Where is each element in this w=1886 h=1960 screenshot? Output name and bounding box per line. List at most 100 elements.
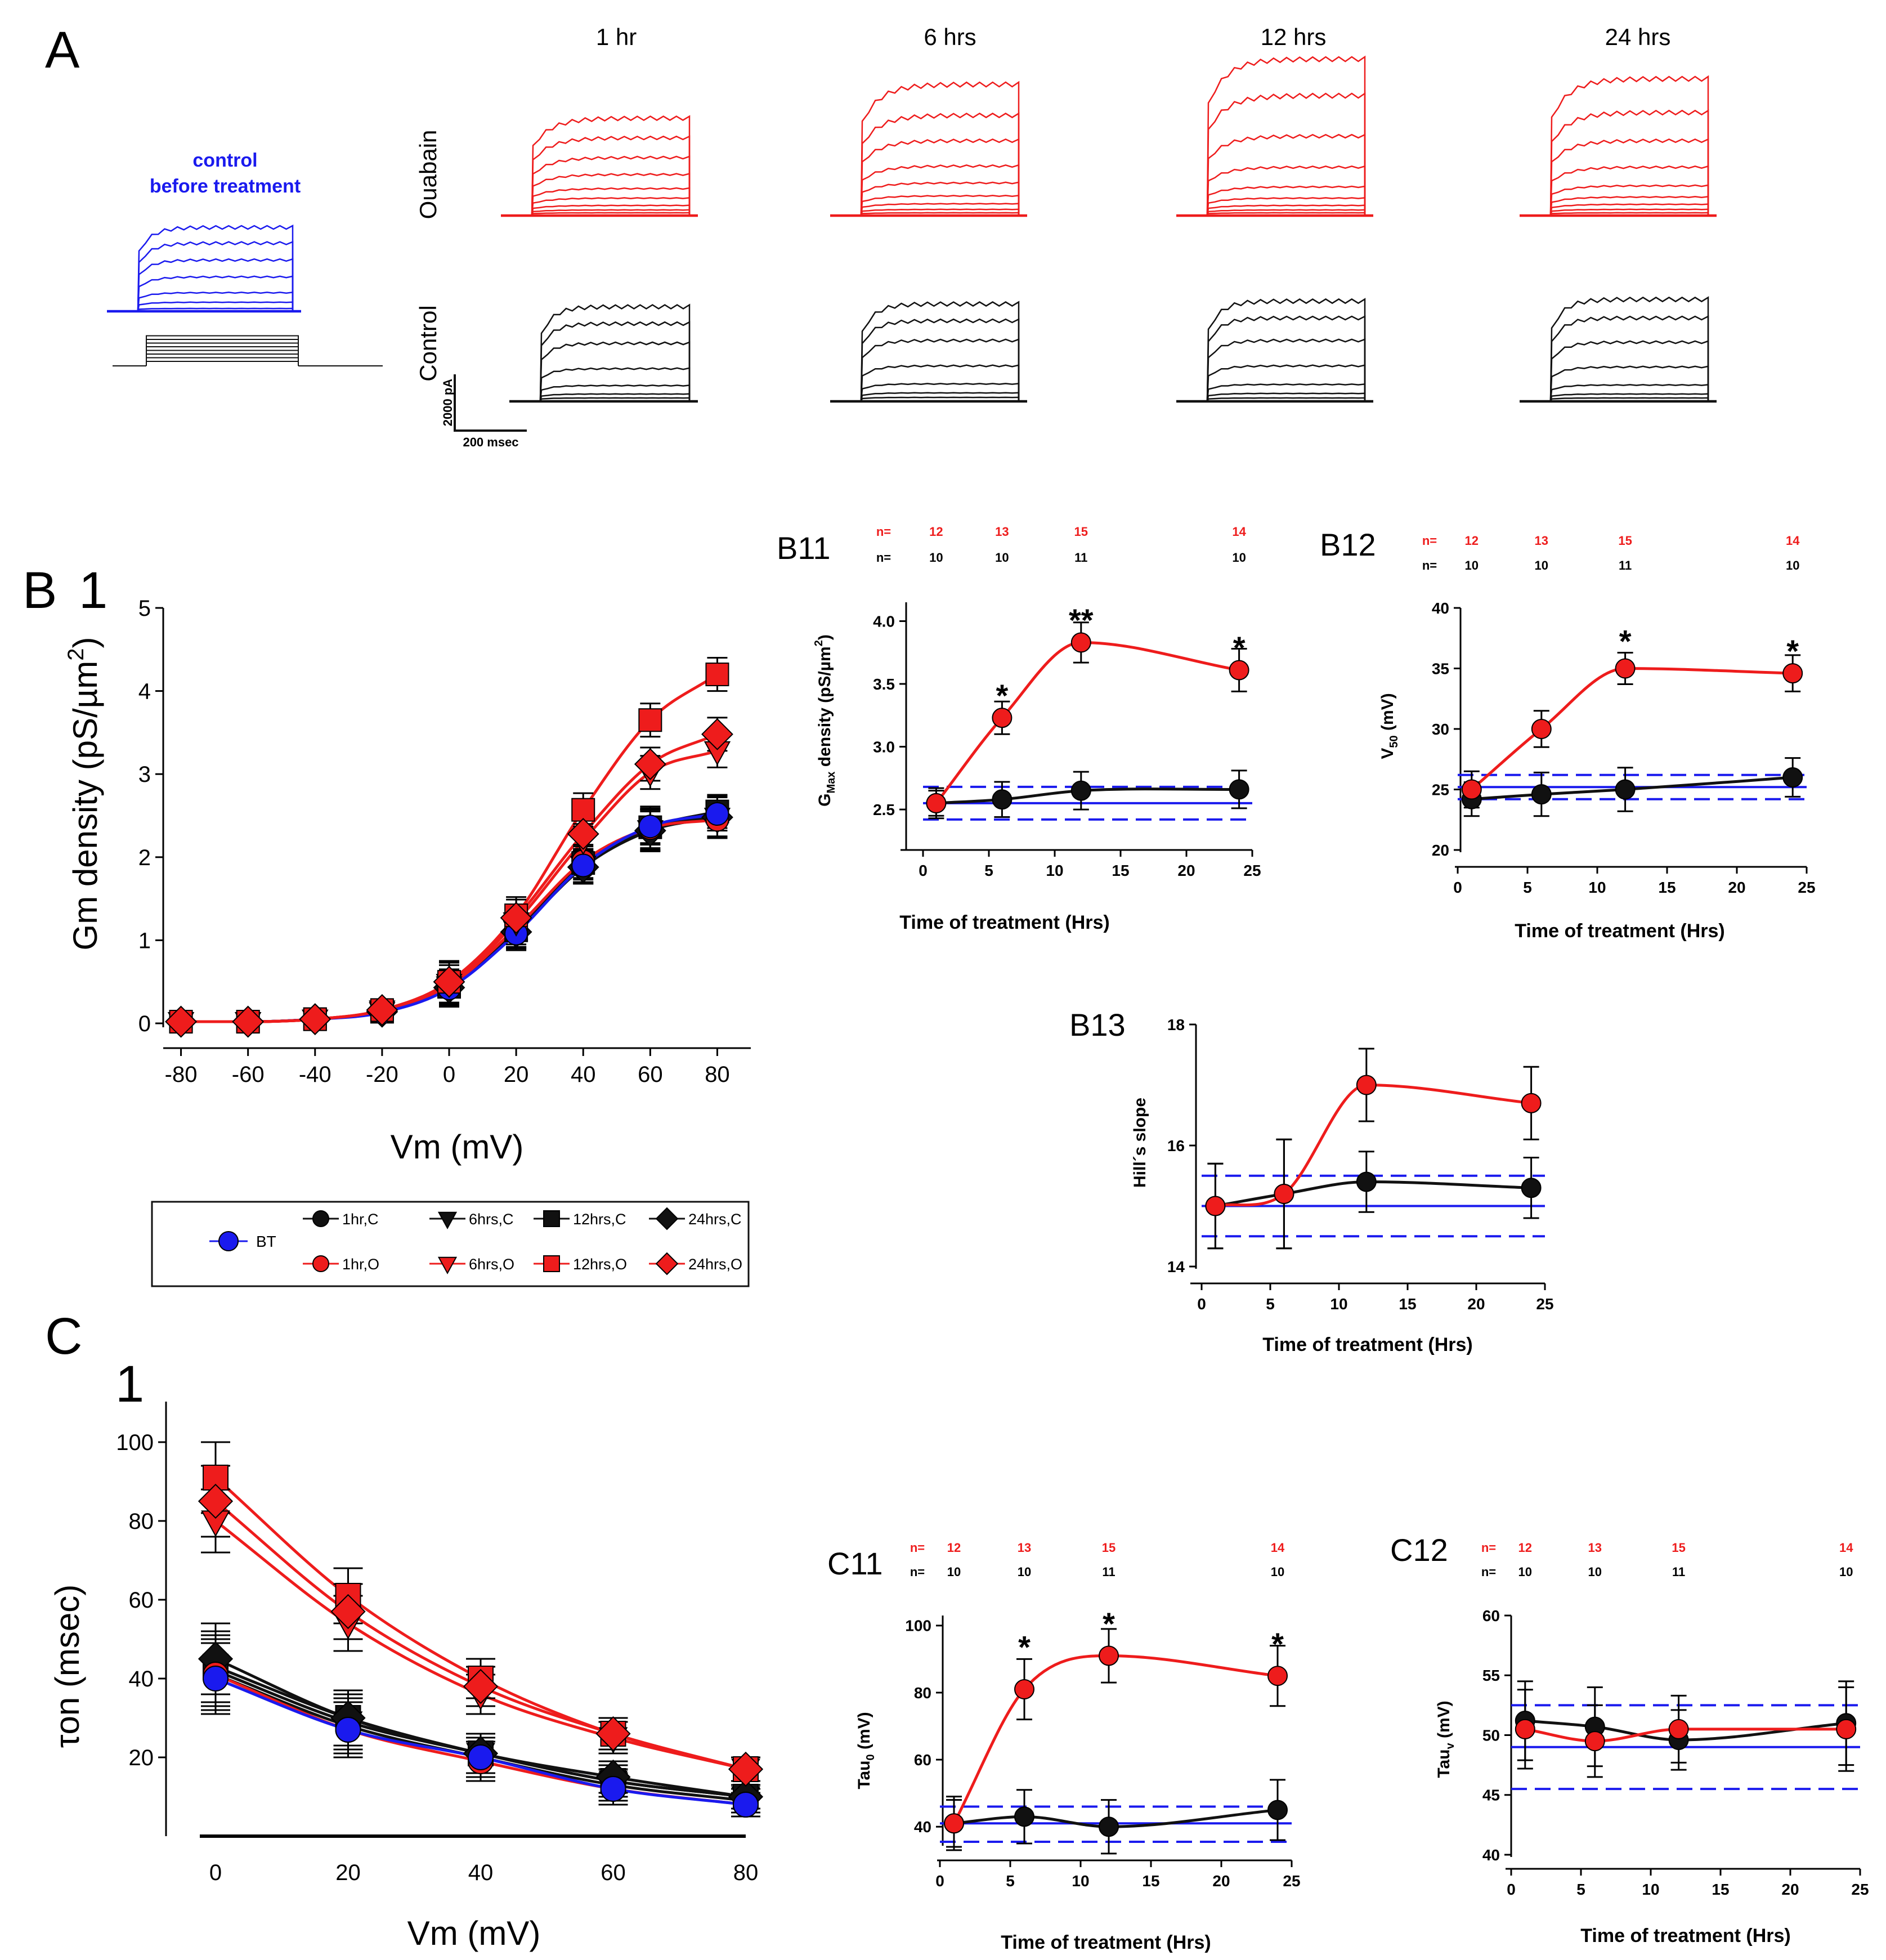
c1-x-tick-label: 20	[335, 1860, 361, 1885]
legend-label: 12hrs,C	[573, 1211, 626, 1228]
b13-x-tick-label: 10	[1330, 1295, 1347, 1313]
b12-data-point	[1461, 779, 1482, 800]
row-label-ouabain: Ouabain	[415, 130, 441, 220]
panel-c11-label: C11	[827, 1546, 883, 1581]
b1-y-tick-label: 4	[138, 679, 151, 704]
time-label-1hr: 1 hr	[596, 24, 637, 50]
trace-control-3-sweep	[1520, 296, 1709, 402]
c1-y-tick-label: 40	[129, 1667, 154, 1691]
b12-x-tick-label: 20	[1728, 879, 1745, 896]
trace-control-3-sweep	[1520, 393, 1709, 402]
c1-fit-line	[214, 1476, 746, 1771]
c1-y-tick-label: 100	[116, 1430, 154, 1455]
trace-ouabain-0-sweep	[501, 135, 691, 217]
b1-x-tick-label: 40	[571, 1062, 596, 1087]
trace-ouabain-3-sweep	[1520, 184, 1709, 217]
b11-n-ouabain: 15	[1074, 525, 1088, 539]
b12-n-ouabain: 12	[1465, 534, 1479, 548]
b11-n-control: 11	[1074, 551, 1087, 565]
c12-x-axis-title: Time of treatment (Hrs)	[1580, 1925, 1790, 1946]
trace-ouabain-2	[1176, 55, 1373, 217]
c11-n-control: 10	[947, 1565, 961, 1579]
trace-ouabain-0-sweep	[501, 155, 691, 217]
b11-y-tick-label: 3.0	[873, 738, 895, 755]
c11-x-tick-label: 15	[1142, 1872, 1159, 1890]
c12-data-point	[1836, 1719, 1857, 1739]
trace-control-before-treatment	[107, 224, 301, 313]
trace-ouabain-2-sweep	[1176, 185, 1366, 217]
c12-n-control: 10	[1588, 1565, 1602, 1579]
c12-x-tick-label: 25	[1851, 1881, 1869, 1898]
c12-n-label-ouabain: n=	[1481, 1541, 1496, 1555]
b13-x-tick-label: 15	[1399, 1295, 1416, 1313]
c11-n-control: 11	[1102, 1565, 1115, 1579]
trace-control-1-sweep	[830, 392, 1020, 402]
chart-c1: C 1 τon (msec) Vm (mV)	[45, 1308, 540, 1952]
b12-x-tick-label: 25	[1798, 879, 1815, 896]
b12-n-control: 10	[1465, 558, 1479, 572]
b13-data-point	[1521, 1093, 1542, 1113]
b11-y-tick-label: 3.5	[873, 675, 895, 693]
b11-n-ouabain: 14	[1232, 525, 1246, 539]
trace-control-before-treatment-sweep	[107, 240, 294, 312]
panel-b-number: 1	[79, 562, 107, 619]
b12-n-control: 10	[1535, 558, 1548, 572]
trace-ouabain-3-sweep	[1520, 109, 1709, 217]
c1-x-tick-label: 0	[209, 1860, 222, 1885]
trace-ouabain-2-sweep	[1176, 212, 1366, 217]
trace-ouabain-1	[830, 80, 1027, 217]
trace-control-2-sweep	[1176, 392, 1366, 402]
legend-label: 1hr,O	[342, 1256, 379, 1273]
b12-n-ouabain: 13	[1535, 534, 1548, 548]
legend-label-bt: BT	[256, 1233, 276, 1250]
b1-data-point	[705, 802, 729, 826]
trace-control-2-sweep	[1176, 383, 1366, 402]
trace-control-0-sweep	[509, 397, 691, 402]
b13-x-tick-label: 5	[1266, 1295, 1275, 1313]
c12-n-ouabain: 12	[1518, 1541, 1532, 1555]
c11-n-ouabain: 13	[1018, 1541, 1031, 1555]
c1-y-tick-label: 20	[129, 1746, 154, 1770]
c11-y-tick-label: 40	[914, 1818, 931, 1836]
c1-y-axis-title: τon (msec)	[48, 1585, 86, 1748]
trace-ouabain-1-sweep	[830, 138, 1020, 217]
legend-marker	[543, 1255, 560, 1272]
trace-ouabain-2-sweep	[1176, 92, 1366, 217]
b1-data-point	[705, 663, 729, 687]
c12-x-tick-label: 5	[1576, 1881, 1585, 1898]
legend-marker-bt	[218, 1231, 239, 1251]
trace-ouabain-1-sweep	[830, 203, 1020, 217]
c11-significance-mark: *	[1271, 1626, 1284, 1662]
trace-ouabain-0-sweep	[501, 187, 691, 217]
legend-marker	[437, 1211, 458, 1229]
trace-control-1	[830, 301, 1027, 403]
c12-y-tick-label: 55	[1482, 1667, 1500, 1684]
b1-data-point	[500, 902, 532, 934]
trace-ouabain-2-sweep	[1176, 165, 1366, 217]
trace-control-2-sweep	[1176, 315, 1366, 402]
trace-control-3-sweep	[1520, 384, 1709, 402]
trace-control-3-sweep	[1520, 315, 1709, 402]
panel-c-number: 1	[115, 1355, 144, 1413]
c12-series-line	[1525, 1719, 1847, 1742]
legend-marker	[437, 1256, 458, 1274]
c11-significance-mark: *	[1018, 1630, 1031, 1665]
b13-x-axis-title: Time of treatment (Hrs)	[1262, 1334, 1472, 1355]
trace-ouabain-2-sweep	[1176, 209, 1366, 217]
b12-x-tick-label: 0	[1453, 879, 1462, 896]
c11-n-control: 10	[1271, 1565, 1284, 1579]
c11-y-tick-label: 80	[914, 1684, 931, 1702]
panel-a-label: A	[45, 21, 80, 79]
legend-label: 1hr,C	[342, 1211, 379, 1228]
c1-plot: 20 40 60 80 100 0 20 40 60 80	[116, 1402, 764, 1885]
b1-data-point	[433, 965, 465, 998]
b11-n-label-ouabain: n=	[876, 525, 891, 539]
b13-data-point	[1274, 1184, 1294, 1204]
legend-marker	[312, 1210, 329, 1227]
trace-ouabain-3-sweep	[1520, 75, 1709, 217]
b12-n-ouabain: 15	[1618, 534, 1632, 548]
c11-x-tick-label: 10	[1072, 1872, 1089, 1890]
c1-x-axis-title: Vm (mV)	[407, 1914, 541, 1952]
c11-data-point	[1014, 1806, 1034, 1827]
trace-control-before-treatment-sweep	[107, 224, 294, 312]
